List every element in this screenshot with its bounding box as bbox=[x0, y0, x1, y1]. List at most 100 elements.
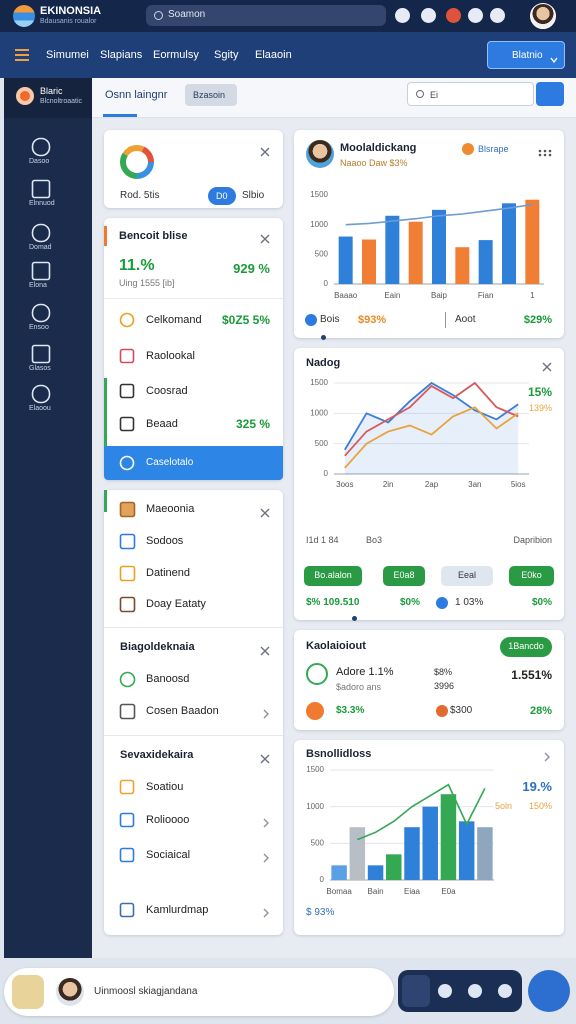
sidebar-icon bbox=[31, 137, 51, 157]
chip-label: Bzasoin bbox=[193, 89, 226, 100]
pill[interactable]: D0 bbox=[208, 187, 236, 205]
card-title: Bencoit blise bbox=[119, 229, 188, 242]
annotation: 19.% bbox=[522, 778, 552, 794]
nav-item[interactable]: Elaaoin bbox=[255, 48, 292, 61]
line bbox=[344, 381, 519, 457]
icon-part bbox=[260, 234, 270, 244]
icon-part bbox=[119, 847, 135, 863]
app-icon[interactable] bbox=[12, 975, 44, 1009]
list-item[interactable]: Sodoos bbox=[146, 534, 184, 547]
label: Dapribion bbox=[513, 534, 552, 545]
icon-part bbox=[31, 344, 51, 364]
dock-item bbox=[468, 984, 482, 998]
icon-part bbox=[542, 362, 552, 372]
action-button[interactable] bbox=[528, 970, 570, 1012]
sidebar-item[interactable]: Ensoo bbox=[29, 323, 49, 331]
icon-part bbox=[119, 596, 136, 613]
nav-item[interactable]: Simumei bbox=[46, 48, 89, 61]
annotation: 5oln bbox=[495, 800, 513, 811]
stat-icon bbox=[306, 663, 328, 685]
button[interactable]: E0a8 bbox=[383, 566, 425, 586]
nav-button-label: Blatnio bbox=[512, 50, 543, 61]
chevron[interactable] bbox=[262, 905, 270, 918]
icon-part bbox=[119, 779, 135, 795]
close-icon[interactable] bbox=[260, 751, 270, 764]
x-tick-label: Eiaa bbox=[404, 887, 421, 896]
search-box[interactable]: Soamon bbox=[146, 5, 386, 26]
item-icon bbox=[119, 902, 135, 918]
chevron[interactable] bbox=[262, 850, 270, 863]
close-icon[interactable] bbox=[260, 505, 270, 518]
list-item[interactable]: Banoosd bbox=[146, 672, 190, 685]
x-tick-label: Baaao bbox=[334, 291, 358, 300]
list-item[interactable]: Kamlurdmap bbox=[146, 903, 209, 916]
icon-part bbox=[538, 149, 552, 157]
dock-item[interactable] bbox=[402, 975, 430, 1007]
search-button[interactable] bbox=[536, 82, 564, 106]
menu-icon[interactable] bbox=[14, 48, 30, 62]
chip[interactable]: Bzasoin bbox=[185, 84, 237, 106]
chevron[interactable] bbox=[262, 815, 270, 828]
icon-part bbox=[119, 671, 136, 688]
close-icon[interactable] bbox=[260, 231, 270, 244]
close-icon[interactable] bbox=[260, 144, 270, 157]
icon-part bbox=[543, 153, 547, 157]
y-tick-label: 1000 bbox=[306, 802, 324, 811]
icon-part bbox=[119, 416, 135, 432]
button[interactable]: Eeal bbox=[441, 566, 493, 586]
sidebar-item[interactable]: Elona bbox=[29, 281, 47, 289]
sidebar-item[interactable]: Elaoou bbox=[29, 404, 51, 412]
tab[interactable]: Osnn laingnr bbox=[105, 88, 168, 101]
bar bbox=[408, 221, 423, 284]
icon-part bbox=[31, 384, 51, 404]
chip-label[interactable]: Blsrape bbox=[478, 143, 509, 154]
stat-icon bbox=[436, 597, 448, 609]
chevron[interactable] bbox=[543, 749, 551, 762]
sidebar-icon bbox=[31, 223, 51, 243]
icon-part bbox=[119, 847, 135, 863]
sidebar-item[interactable]: Dasoo bbox=[29, 157, 50, 165]
pill[interactable]: 1Bancdo bbox=[500, 637, 552, 657]
sidebar-icon bbox=[31, 179, 51, 199]
list-item[interactable]: Cosen Baadon bbox=[146, 704, 219, 717]
list-item[interactable]: Rolioooo bbox=[146, 813, 190, 826]
logo bbox=[13, 5, 35, 27]
sidebar-item[interactable]: Glasos bbox=[29, 364, 51, 372]
label: Slbio bbox=[242, 190, 265, 201]
x-tick-label: 3oos bbox=[336, 480, 353, 489]
search-box[interactable]: Ei bbox=[407, 82, 534, 106]
bar bbox=[477, 827, 493, 880]
chevron[interactable] bbox=[262, 706, 270, 719]
icon-part bbox=[260, 147, 270, 157]
close-icon[interactable] bbox=[260, 643, 270, 656]
nav-item[interactable]: Slapians bbox=[100, 48, 143, 61]
list-item[interactable]: Doay Eataty bbox=[146, 597, 206, 610]
button[interactable]: E0ko bbox=[509, 566, 554, 586]
nav-item[interactable]: Sgity bbox=[214, 48, 239, 61]
icon-part bbox=[120, 145, 154, 179]
button[interactable]: Bo.alalon bbox=[304, 566, 362, 586]
accent bbox=[104, 490, 107, 512]
list-item[interactable]: Soatiou bbox=[146, 780, 184, 793]
icon-part bbox=[119, 455, 135, 471]
list-item[interactable]: Beaad bbox=[146, 417, 178, 430]
more-icon[interactable] bbox=[538, 144, 552, 157]
list-item[interactable]: Maeoonia bbox=[146, 502, 195, 515]
sidebar-item[interactable]: Domad bbox=[29, 243, 52, 251]
sidebar-item[interactable]: Elnnuod bbox=[29, 199, 55, 207]
close-icon[interactable] bbox=[542, 359, 552, 372]
chip-icon bbox=[462, 143, 474, 155]
list-item[interactable]: Coosrad bbox=[146, 384, 188, 397]
nav-item[interactable]: Eormulsy bbox=[153, 48, 199, 61]
pill-label: D0 bbox=[216, 190, 228, 201]
list-item[interactable]: Caselotalo bbox=[146, 457, 194, 468]
dock-item bbox=[498, 984, 512, 998]
list-item[interactable]: Datinend bbox=[146, 566, 191, 579]
list-item[interactable]: Sociaical bbox=[146, 848, 191, 861]
list-item[interactable]: Raolookal bbox=[146, 349, 195, 362]
line bbox=[344, 406, 519, 469]
list-item[interactable]: Celkomand bbox=[146, 313, 202, 326]
y-tick-label: 500 bbox=[315, 249, 329, 258]
nav-button[interactable]: Blatnio bbox=[487, 41, 565, 69]
label: $0% bbox=[531, 597, 552, 608]
